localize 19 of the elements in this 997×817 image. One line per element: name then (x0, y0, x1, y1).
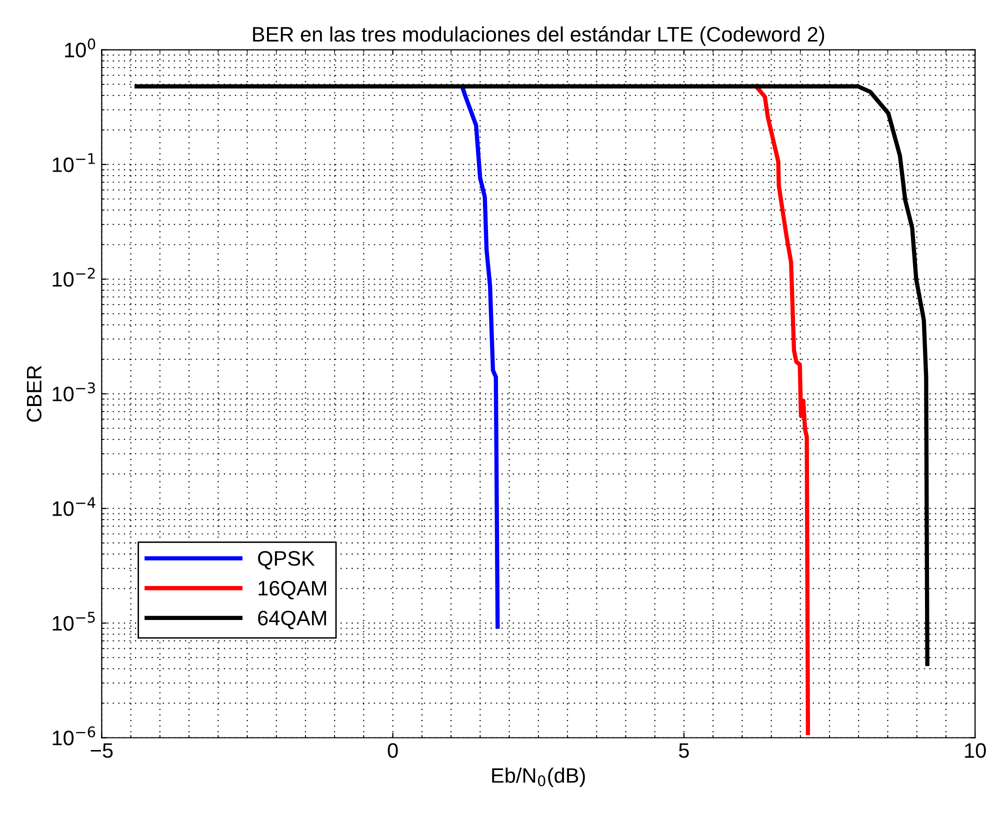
x-axis-title: Eb/N$_{0}$(dB) (492, 768, 585, 787)
x-tick-label: −5 (90, 743, 113, 758)
x-tick-label: 0 (388, 743, 398, 758)
legend-label: 64QAM (258, 610, 326, 630)
y-axis-title: CBER (26, 366, 42, 422)
chart-title: BER en las tres modulaciones del estándar LTE (Codeword 2) (253, 26, 824, 46)
y-tick-label: 10$^{−6}$ (52, 726, 96, 746)
y-tick-label: 10$^{−1}$ (52, 153, 95, 172)
y-tick-label: 10$^{−2}$ (52, 268, 95, 287)
y-tick-label: 10$^{−5}$ (52, 612, 95, 631)
x-tick-label: 5 (678, 743, 689, 758)
x-tick-label: 10 (965, 743, 986, 758)
y-tick-label: 10$^{0}$ (65, 38, 96, 58)
y-tick-label: 10$^{−4}$ (52, 497, 96, 516)
legend-label: QPSK (258, 551, 315, 570)
line-series (754, 84, 810, 736)
line-series (460, 84, 500, 629)
legend-label: 16QAM (258, 580, 326, 600)
y-tick-label: 10$^{−3}$ (52, 382, 95, 402)
